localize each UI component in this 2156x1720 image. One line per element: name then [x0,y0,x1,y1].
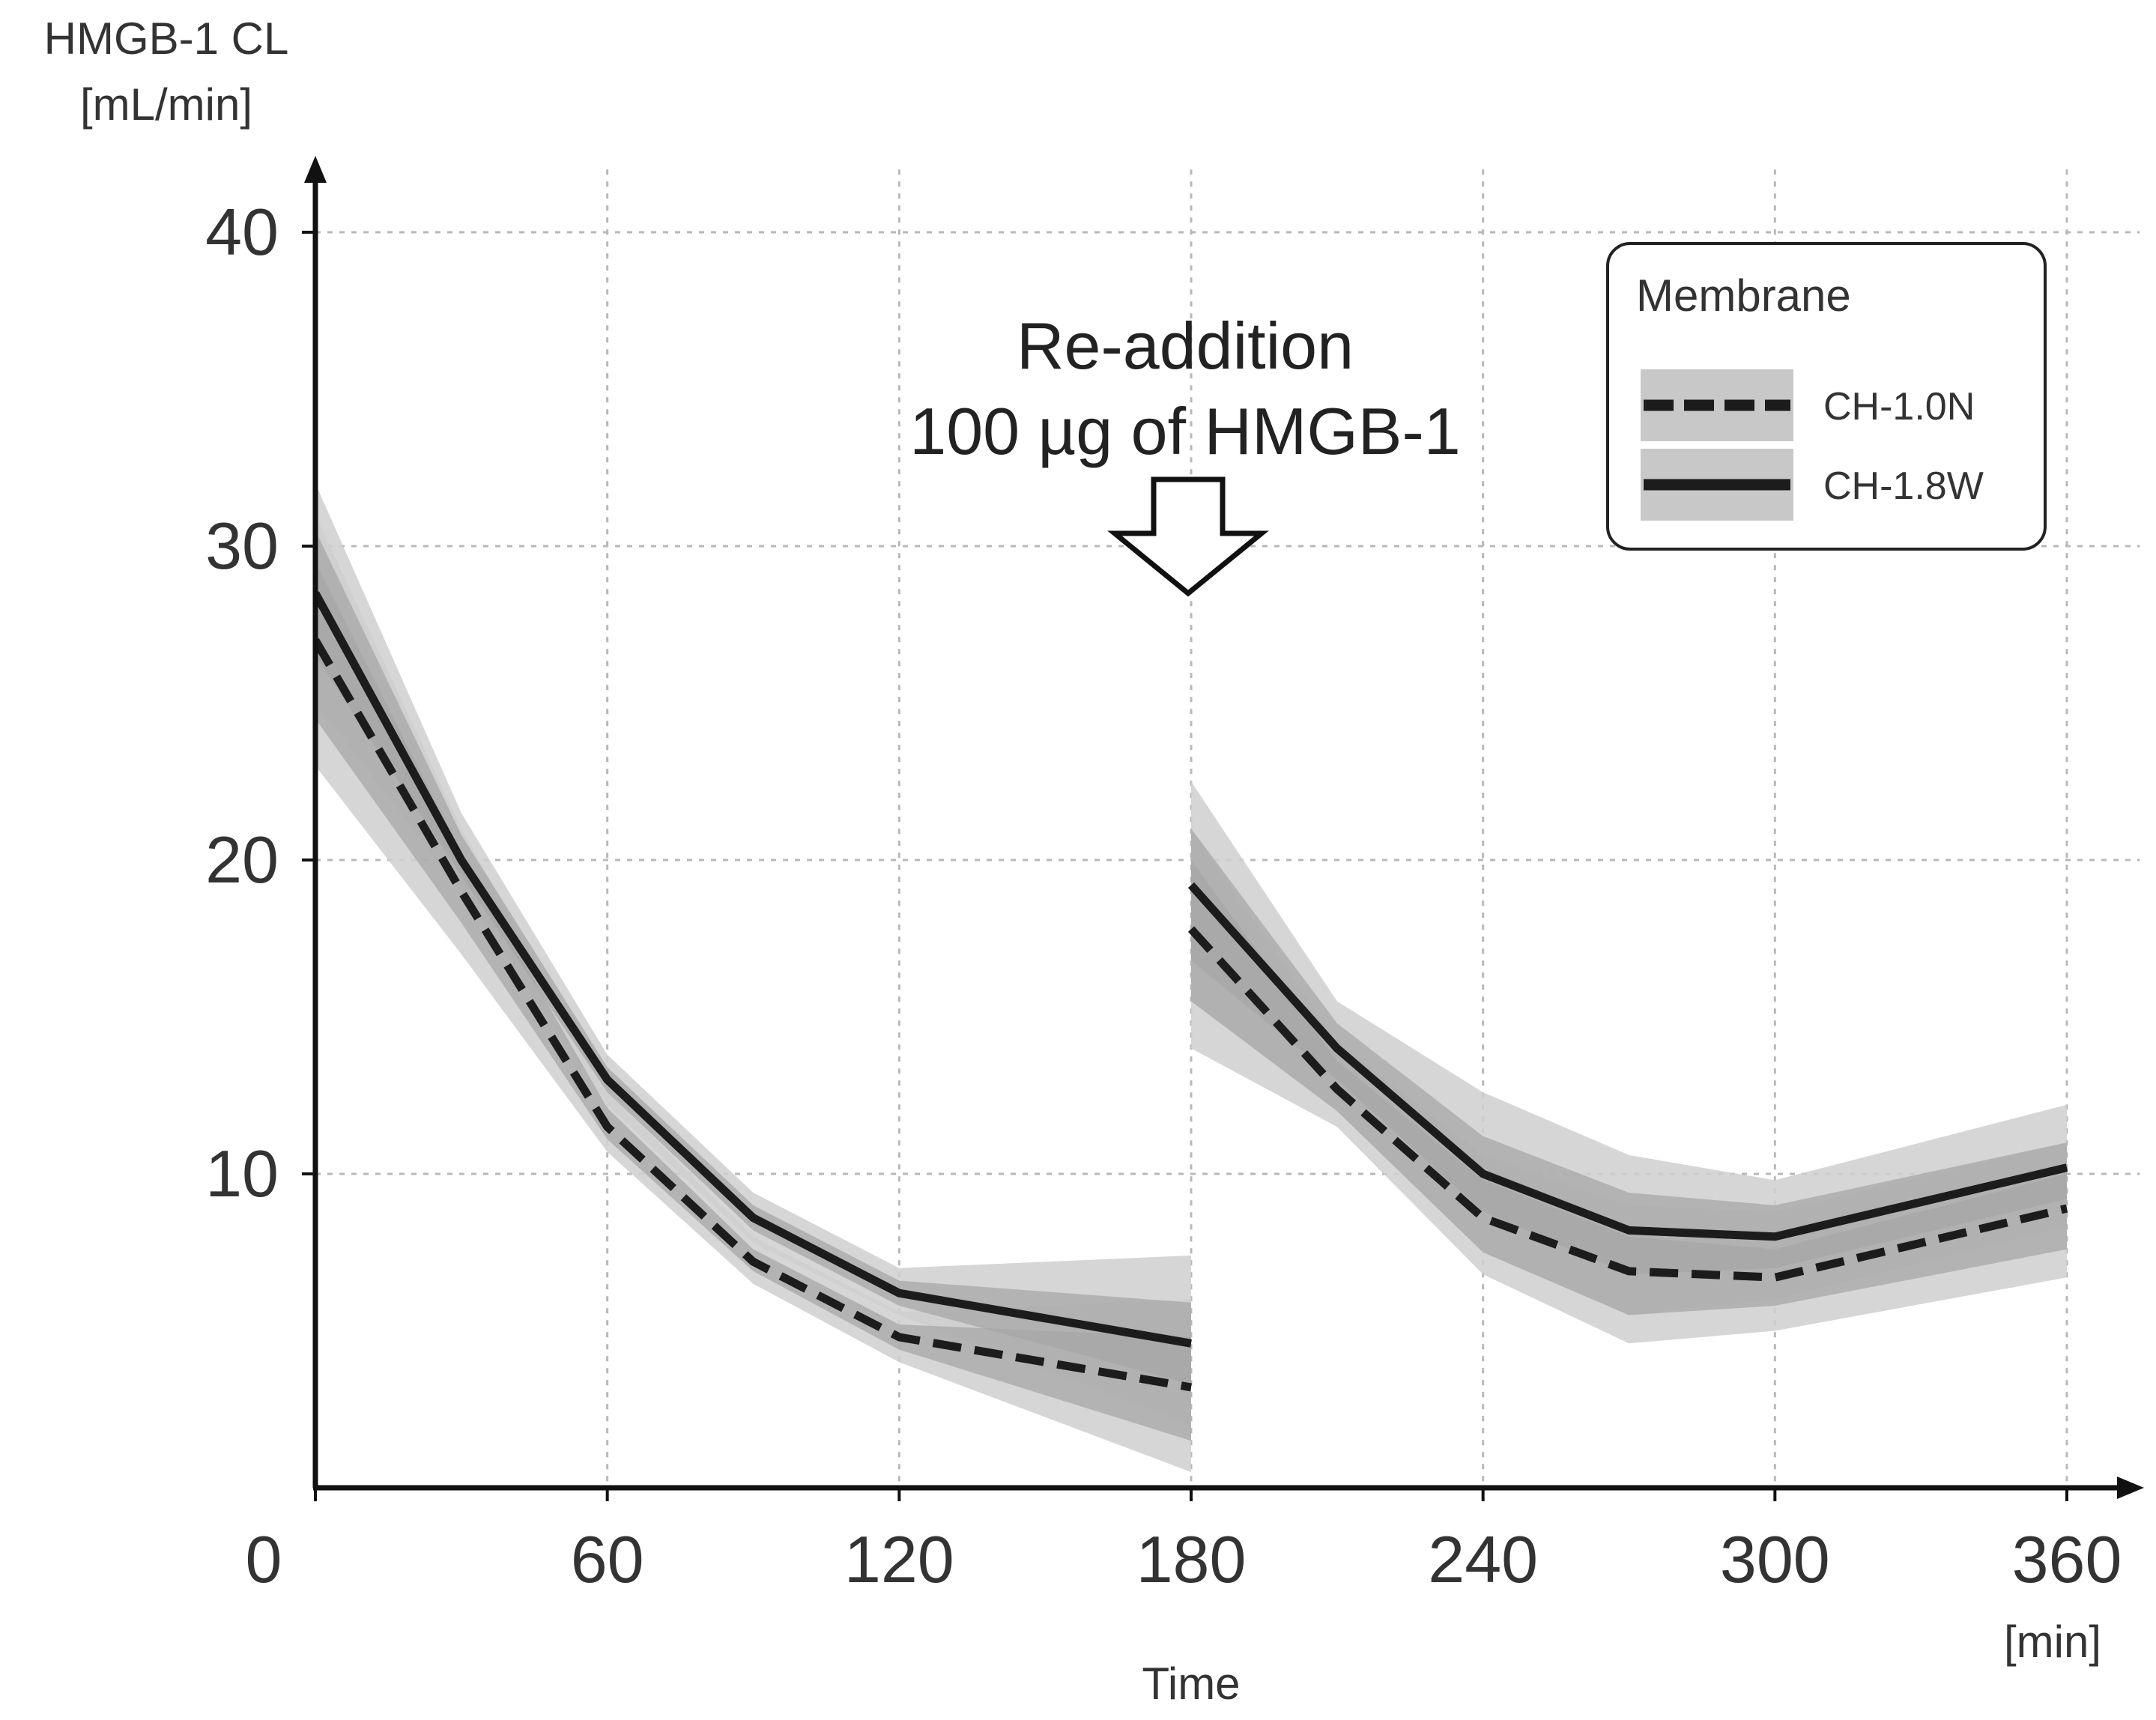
x-tick-label-300: 300 [1720,1522,1830,1596]
annotation-line1: Re-addition [1017,309,1354,383]
legend-label: CH-1.8W [1823,464,1984,508]
y-tick-labels: 10 20 30 40 [205,195,279,1211]
down-arrow-icon [1107,476,1269,597]
x-tick-labels: 0 60 120 180 240 300 360 [246,1522,2122,1596]
y-tick-label-10: 10 [205,1136,279,1211]
legend-entry-ch-1-0n: CH-1.0N [1641,369,1975,441]
x-axis-unit: [min] [2004,1617,2101,1667]
y-tick-label-20: 20 [205,823,279,897]
legend-title: Membrane [1636,270,1851,321]
series-line-ch-1.8w-seg2 [1187,882,2068,1241]
x-tick-label-360: 360 [2012,1522,2122,1596]
y-tick-label-40: 40 [205,195,279,269]
y-axis-title-line2: [mL/min] [80,79,252,130]
legend-entry-ch-1-8w: CH-1.8W [1641,449,1984,521]
band-inner-ch-1.8w-seg2 [1191,829,2067,1275]
series-lines [315,591,2068,1392]
x-tick-label-0: 0 [246,1522,282,1596]
series-line-ch-1.0n-seg1 [315,638,1192,1392]
x-tick-label-120: 120 [844,1522,954,1596]
series-line-ch-1.8w-seg1 [315,591,1192,1348]
x-axis-arrowhead [2117,1477,2144,1499]
y-tick-label-30: 30 [205,509,279,583]
x-tick-label-240: 240 [1428,1522,1538,1596]
legend: Membrane CH-1.0N CH-1.8W [1606,242,2047,551]
x-axis-title: Time [1142,1659,1240,1709]
tick-marks [302,231,2068,1501]
y-axis-arrowhead [304,156,327,183]
x-tick-label-180: 180 [1136,1522,1247,1596]
confidence-bands [315,483,2067,1472]
x-tick-label-60: 60 [571,1522,644,1596]
series-line-ch-1.0n-seg2 [1187,926,2068,1282]
annotation-line2: 100 µg of HMGB-1 [909,394,1460,468]
legend-label: CH-1.0N [1823,385,1975,429]
axes [304,156,2144,1499]
y-axis-title-line1: HMGB-1 CL [44,13,289,64]
readdition-annotation: Re-addition 100 µg of HMGB-1 [909,309,1461,597]
